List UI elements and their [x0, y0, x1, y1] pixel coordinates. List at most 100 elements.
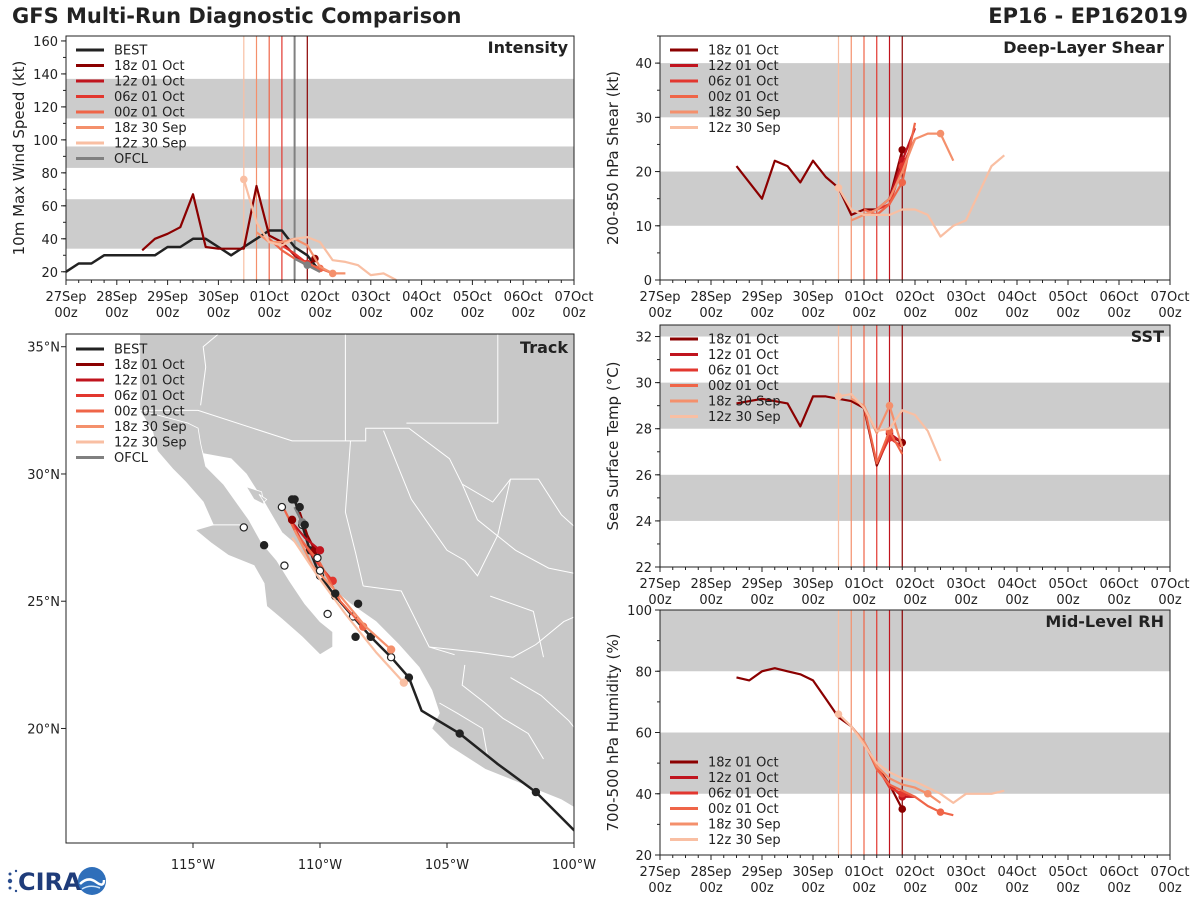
x-tick-label: 01Oct: [844, 577, 883, 592]
track-line: [291, 521, 321, 552]
x-tick-label: 30Sep: [792, 290, 833, 305]
x-tick-label: 00z: [207, 306, 231, 321]
x-tick-label: 02Oct: [895, 290, 934, 305]
x-tick-label: 04Oct: [997, 577, 1036, 592]
x-tick-label: 04Oct: [997, 290, 1036, 305]
series-point: [834, 710, 843, 718]
y-tick-label: 30°N: [27, 468, 60, 483]
x-tick-label: 06Oct: [504, 290, 543, 305]
x-tick-label: 00z: [903, 593, 927, 608]
series-point: [936, 808, 945, 816]
rh-panel: 2040608010027Sep00z28Sep00z29Sep00z30Sep…: [604, 604, 1190, 896]
track-marker: [287, 515, 297, 524]
legend-label: 12z 30 Sep: [708, 121, 781, 136]
legend-label: 00z 01 Oct: [114, 405, 185, 420]
y-axis-label: 10m Max Wind Speed (kt): [10, 61, 28, 256]
x-tick-label: 00z: [105, 306, 129, 321]
y-tick-label: 60: [635, 727, 652, 742]
track-marker: [259, 541, 269, 550]
x-tick-label: 28Sep: [690, 577, 731, 592]
x-tick-label: 27Sep: [639, 865, 680, 880]
legend-label: 00z 01 Oct: [114, 106, 185, 121]
y-tick-label: 60: [41, 200, 58, 215]
y-tick-label: 120: [33, 101, 58, 116]
land-island: [245, 485, 265, 506]
legend-label: 18z 01 Oct: [708, 333, 779, 348]
x-tick-label: 00z: [1056, 306, 1080, 321]
legend-label: 06z 01 Oct: [708, 75, 779, 90]
border-state: [363, 585, 455, 656]
threshold-band: [660, 325, 1170, 337]
series-line: [66, 229, 321, 273]
threshold-band: [660, 732, 1170, 794]
x-tick-label: 00z: [852, 593, 876, 608]
x-tick-label: 00z: [648, 593, 672, 608]
y-tick-label: 100: [33, 134, 58, 149]
threshold-band: [660, 63, 1170, 118]
border-state: [461, 484, 574, 574]
y-tick-label: 30: [635, 111, 652, 126]
panel-title: Intensity: [488, 38, 569, 57]
intensity-plot-area: [66, 36, 574, 280]
x-tick-label: 00z: [801, 306, 825, 321]
x-tick-label: 115°W: [171, 858, 215, 873]
legend-label: 06z 01 Oct: [114, 90, 185, 105]
y-tick-label: 40: [635, 57, 652, 72]
y-tick-label: 24: [635, 515, 652, 530]
legend-label: 12z 30 Sep: [114, 137, 187, 152]
y-tick-label: 26: [635, 469, 652, 484]
track-point: [386, 653, 396, 662]
figure-title: GFS Multi-Run Diagnostic Comparison: [12, 4, 462, 28]
x-tick-label: 07Oct: [554, 290, 593, 305]
track-marker: [277, 502, 287, 512]
track-marker: [323, 609, 332, 619]
series-point: [898, 146, 907, 154]
land-island: [258, 493, 268, 503]
series-line: [862, 405, 904, 465]
y-tick-label: 10: [635, 220, 652, 235]
track-line: [291, 536, 405, 684]
threshold-band: [66, 199, 574, 249]
track-marker: [313, 553, 322, 563]
legend-label: 00z 01 Oct: [708, 90, 779, 105]
track-marker: [287, 495, 297, 504]
legend-label: 18z 30 Sep: [114, 121, 187, 136]
y-tick-label: 0: [644, 274, 652, 289]
x-tick-label: 30Sep: [792, 577, 833, 592]
x-tick-label: 00z: [954, 881, 978, 896]
threshold-band: [66, 146, 574, 168]
threshold-band: [660, 610, 1170, 672]
x-tick-label: 00z: [512, 306, 536, 321]
x-tick-label: 00z: [954, 306, 978, 321]
x-tick-label: 03Oct: [351, 290, 390, 305]
x-tick-label: 03Oct: [946, 577, 985, 592]
track-marker: [300, 520, 309, 530]
x-tick-label: 00z: [258, 306, 282, 321]
x-tick-label: 00z: [562, 306, 586, 321]
x-tick-label: 29Sep: [741, 577, 782, 592]
series-point: [898, 178, 907, 187]
land-mainland: [139, 334, 574, 808]
track-point: [531, 787, 541, 797]
border-state: [429, 616, 574, 658]
x-tick-label: 00z: [801, 881, 825, 896]
x-tick-label: 00z: [1005, 593, 1029, 608]
x-tick-label: 00z: [156, 306, 180, 321]
y-tick-label: 20°N: [27, 722, 60, 737]
legend-label: 12z 01 Oct: [708, 348, 779, 363]
x-tick-label: 00z: [1107, 881, 1131, 896]
border-state: [439, 702, 489, 757]
series-point: [923, 789, 932, 798]
border-state: [383, 430, 466, 561]
sst-panel: 22242628303227Sep00z28Sep00z29Sep00z30Se…: [604, 324, 1190, 608]
series-point: [834, 392, 843, 401]
x-tick-label: 06Oct: [1099, 865, 1138, 880]
x-tick-label: 00z: [801, 593, 825, 608]
legend-label: 18z 30 Sep: [708, 395, 781, 410]
x-tick-label: 03Oct: [946, 290, 985, 305]
x-tick-label: 05Oct: [1048, 865, 1087, 880]
x-tick-label: 06Oct: [1099, 577, 1138, 592]
